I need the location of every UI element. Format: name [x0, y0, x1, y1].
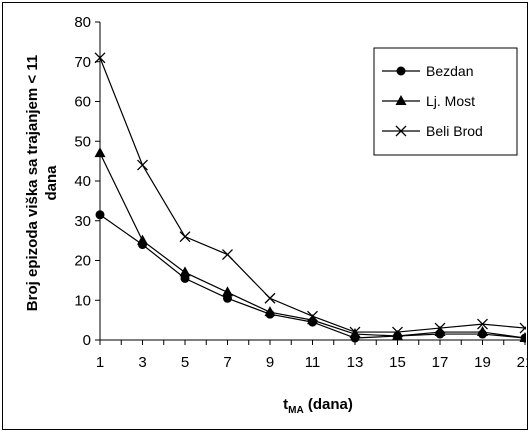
data-point [434, 322, 446, 334]
y-axis-title-line2: dana [43, 165, 60, 201]
x-tick-label: 17 [432, 354, 449, 371]
series-layer [94, 52, 526, 343]
data-point [264, 292, 276, 304]
legend-marker [396, 66, 406, 76]
data-point [307, 310, 318, 322]
x-tick-label: 15 [389, 354, 406, 371]
x-tick-label: 9 [266, 354, 274, 371]
data-point [94, 147, 106, 158]
y-tick-label: 30 [74, 213, 91, 230]
y-tick-label: 50 [74, 133, 91, 150]
y-axis-ticks: 0 10 20 30 40 50 60 70 80 [74, 14, 100, 349]
legend-item: Lj. Most [382, 93, 475, 109]
y-axis-title: Broj epizoda viška sa trajanjem < 11 [24, 55, 41, 311]
data-point [349, 326, 361, 338]
data-point [519, 322, 526, 334]
data-point [434, 326, 446, 337]
data-point [179, 231, 191, 243]
x-axis-title: tMA (dana) [283, 396, 353, 416]
data-point [392, 330, 403, 341]
y-tick-label: 0 [83, 332, 91, 349]
x-tick-label: 11 [305, 354, 321, 371]
data-point [222, 249, 233, 260]
y-tick-label: 20 [74, 253, 91, 270]
data-point [307, 314, 318, 325]
x-axis-ticks: 13579111315171921 [96, 340, 528, 371]
legend-label: Beli Brod [426, 123, 483, 139]
legend-label: Lj. Most [426, 93, 475, 109]
data-point [179, 266, 191, 277]
series-line [99, 152, 526, 339]
data-point [264, 306, 276, 317]
legend-label: Bezdan [426, 63, 473, 79]
y-tick-label: 40 [74, 173, 91, 190]
x-axis-title-main: t [283, 396, 288, 413]
x-tick-label: 5 [181, 354, 189, 371]
x-tick-label: 3 [138, 354, 146, 371]
data-point [222, 286, 233, 297]
legend-items: Bezdan Lj. Most Beli Brod [382, 63, 483, 139]
data-point [477, 326, 488, 337]
legend-marker [395, 95, 407, 105]
y-tick-label: 80 [74, 14, 91, 31]
data-point [95, 210, 105, 220]
y-tick-label: 60 [74, 94, 91, 111]
x-tick-label: 13 [347, 354, 364, 371]
series-triangle [94, 147, 526, 343]
legend-item: Bezdan [382, 63, 473, 79]
y-tick-label: 10 [74, 292, 91, 309]
x-tick-label: 21 [517, 354, 528, 371]
legend-item: Beli Brod [382, 123, 483, 139]
series-x [94, 52, 526, 338]
data-point [519, 332, 526, 343]
data-point [137, 234, 148, 245]
legend-marker [395, 125, 407, 137]
x-tick-label: 19 [474, 354, 491, 371]
x-tick-label: 1 [96, 354, 104, 371]
data-point [137, 159, 148, 171]
data-point [94, 52, 106, 64]
legend: Bezdan Lj. Most Beli Brod [373, 47, 518, 156]
x-axis-title-subscript: MA [288, 405, 304, 416]
y-tick-label: 70 [74, 54, 91, 71]
x-tick-label: 7 [223, 354, 231, 371]
x-axis-title-rest: (dana) [304, 396, 353, 413]
data-point [477, 318, 488, 330]
data-point [392, 326, 403, 338]
